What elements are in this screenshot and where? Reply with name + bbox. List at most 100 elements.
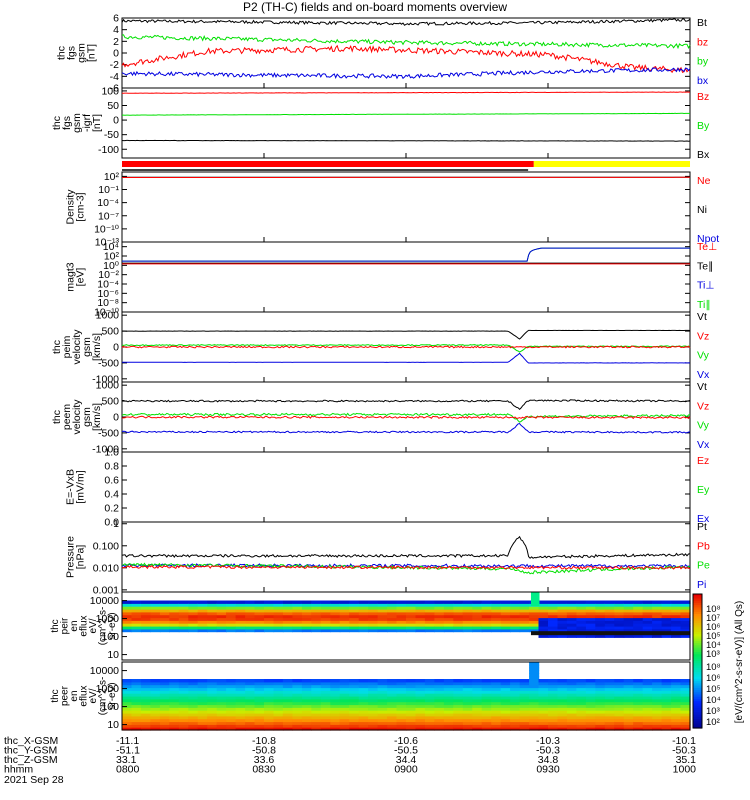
spectrogram-cell [453,727,464,731]
spectrogram-cell [207,609,218,613]
spectrogram-cell [633,707,644,711]
spectrogram-ylabel-line: (cm^2-s- [98,677,109,716]
spectrogram-cell [671,628,682,633]
colorbar-tick-label: 10⁵ [706,684,721,695]
spectrogram-cell [245,620,256,624]
spectrogram-cell [642,609,653,613]
spectrogram-cell [623,713,634,717]
spectrogram-cell [188,710,199,714]
legend-entry: bx [697,75,709,87]
spectrogram-cell [207,713,218,717]
spectrogram-cell [311,715,322,720]
spectrogram-cell [548,681,559,686]
spectrogram-cell [349,704,360,708]
spectrogram-cell [406,707,417,711]
mode-bar-segment-red [122,161,534,167]
colorbar-cell [693,681,702,684]
spectrogram-cell [349,609,360,613]
series-line-green [121,412,691,423]
spectrogram-cell [424,687,435,691]
spectrogram-cell [292,696,303,700]
spectrogram-cell [595,715,606,720]
colorbar-cell [693,698,702,702]
spectrogram-cell [292,727,303,731]
spectrogram-cell [585,698,596,703]
spectrogram-cell [140,710,151,714]
spectrogram-cell [282,681,293,686]
spectrogram-cell [585,710,596,714]
colorbar-label: [eV/(cm^2-s-sr-eV)] (All Qs) [734,601,745,723]
spectrogram-cell [235,617,246,621]
spectrogram-cell [623,679,634,683]
spectrogram-ylabel-line: eflux [79,685,90,706]
spectrogram-cell [661,693,672,697]
spectrogram-cell [178,600,189,604]
colorbar-cell [693,643,702,646]
spectrogram-cell [197,724,208,728]
spectrogram-cell [604,704,615,708]
spectrogram-cell [254,701,265,706]
spectrogram-cell [330,609,341,613]
spectrogram-cell [301,623,312,627]
spectrogram-cell [178,721,189,725]
spectrogram-cell [576,715,587,720]
spectrogram-cell [140,603,151,607]
y-tick-label: 4 [113,24,119,36]
spectrogram-cell [330,718,341,723]
spectrogram-cell [122,609,133,613]
spectrogram-cell [358,617,369,621]
spectrogram-cell [339,628,350,633]
spectrogram-cell [140,626,151,630]
spectrogram-cell [339,609,350,613]
spectrogram-cell [131,603,142,607]
spectrogram-cell [254,603,265,607]
spectrogram-cell [529,667,540,672]
spectrogram-cell [387,681,398,686]
spectrogram-cell [472,698,483,703]
spectrogram-cell [235,701,246,706]
spectrogram-cell [406,603,417,607]
spectrogram-cell [415,620,426,624]
spectrogram-cell [623,600,634,604]
spectrogram-cell [529,626,540,630]
panel-6: 10005000-500-1000thcpeemvelocitygsm[km/s… [51,380,710,456]
spectrogram-cell [623,617,634,621]
spectrogram-cell [548,690,559,694]
colorbar-cell [693,631,702,635]
spectrogram-ylabel-line: eflux [79,615,90,636]
spectrogram-cell [566,623,577,627]
spectrogram-cell [566,696,577,700]
spectrogram-cell [245,626,256,630]
spectrogram-cell [519,713,530,717]
spectrogram-cell [604,715,615,720]
spectrogram-cell [472,623,483,627]
spectrogram-cell [538,614,549,619]
spectrogram-cell [140,606,151,610]
spectrogram-cell [159,628,170,633]
spectrogram-cell [264,721,275,725]
spectrogram-cell [443,614,454,619]
spectrogram-cell [226,611,237,616]
spectrogram-cell [368,603,379,607]
y-tick-label: 10⁰ [103,260,120,272]
spectrogram-cell [150,609,161,613]
spectrogram-cell [538,715,549,720]
spectrogram-cell [500,681,511,686]
spectrogram-cell [292,606,303,610]
spectrogram-cell [510,679,521,683]
spectrogram-cell [273,620,284,624]
spectrogram-cell [548,687,559,691]
spectrogram-cell [197,681,208,686]
spectrogram-cell [368,600,379,604]
spectrogram-cell [443,713,454,717]
spectrogram-cell [159,701,170,706]
spectrogram-cell [604,681,615,686]
spectrogram-cell [396,679,407,683]
colorbar-cell [693,596,702,600]
x-axis-annotations: thc_X-GSM -11.1 -10.8 -10.6 -10.3 -10.1thc_Y-… [4,735,696,786]
spectrogram-cell [491,626,502,630]
spectrogram-cell [140,611,151,616]
spectrogram-cell [671,679,682,683]
legend-entry: Pt [697,521,707,533]
spectrogram-cell [122,681,133,686]
